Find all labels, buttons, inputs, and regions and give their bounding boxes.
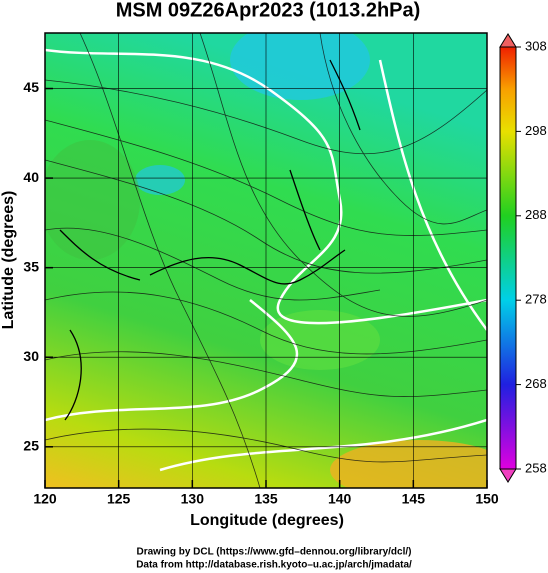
colorbar-tick-label: 258 — [525, 460, 547, 475]
x-tick-label: 140 — [328, 491, 352, 507]
colorbar-bottom-arrow — [499, 468, 517, 483]
x-tick-label: 150 — [475, 491, 499, 507]
x-tick-label: 135 — [254, 491, 278, 507]
y-tick-label: 25 — [23, 438, 39, 454]
title: MSM 09Z26Apr2023 (1013.2hPa) — [116, 0, 421, 21]
y-label: Latitude (degrees) — [0, 191, 17, 330]
colorbar-tick-label: 288 — [525, 207, 547, 222]
colorbar-tick-label: 278 — [525, 292, 547, 307]
x-label: Longitude (degrees) — [190, 512, 344, 529]
colorbar-top-arrow — [499, 33, 517, 48]
footer-line: Data from http://database.rish.kyoto–u.a… — [136, 560, 412, 571]
colorbar — [499, 46, 517, 470]
y-tick-label: 30 — [23, 348, 39, 364]
y-tick-label: 35 — [23, 258, 39, 274]
y-tick-label: 40 — [23, 169, 39, 185]
field — [45, 33, 487, 488]
colorbar-tick-label: 298 — [525, 123, 547, 138]
x-tick-label: 130 — [181, 491, 205, 507]
footer-line: Drawing by DCL (https://www.gfd–dennou.o… — [136, 547, 411, 558]
x-tick-label: 125 — [107, 491, 131, 507]
colorbar-tick-label: 308 — [525, 38, 547, 53]
y-tick-label: 45 — [23, 79, 39, 95]
x-tick-label: 120 — [33, 491, 57, 507]
colorbar-tick-label: 268 — [525, 376, 547, 391]
x-tick-label: 145 — [402, 491, 426, 507]
